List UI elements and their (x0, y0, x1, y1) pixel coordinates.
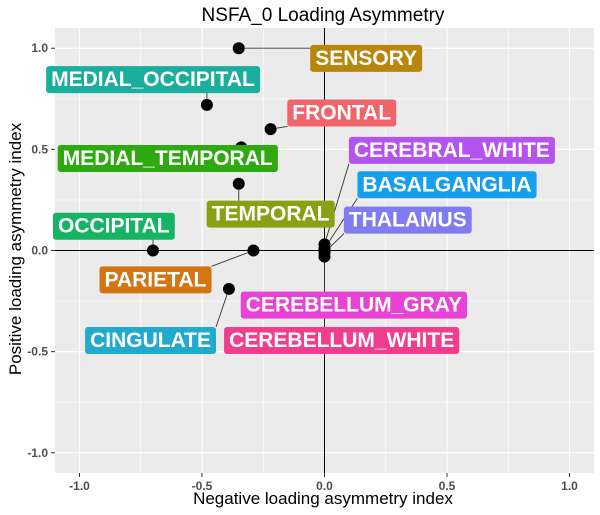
point-label-text: THALAMUS (349, 209, 467, 232)
point-label-box (46, 66, 261, 94)
label-connector (327, 198, 358, 244)
point-label-text: OCCIPITAL (58, 215, 170, 238)
point-label-text: MEDIAL_OCCIPITAL (51, 68, 255, 91)
y-tick-label: 0.5 (31, 142, 48, 156)
label-connector (215, 294, 228, 328)
data-point (232, 42, 245, 55)
point-labels: SENSORY MEDIAL_OCCIPITAL FRONTAL MEDIAL_TEM… (46, 44, 555, 354)
point-label-cingulate: CINGULATE (85, 327, 217, 354)
point-label-text: CEREBELLUM_WHITE (229, 329, 454, 352)
x-tick-label: 1.0 (561, 479, 578, 493)
point-label-text: CINGULATE (90, 329, 211, 352)
point-label-text: FRONTAL (292, 101, 391, 124)
point-label-box (85, 327, 217, 354)
point-label-basalganglia: BASALGANGLIA (357, 171, 537, 199)
point-label-box (99, 266, 212, 294)
data-point (232, 177, 245, 190)
x-axis-ticks: -1.0 -0.5 0.0 0.5 1.0 (69, 473, 578, 493)
point-label-box (357, 171, 537, 199)
point-label-box (348, 136, 555, 164)
data-point (264, 123, 277, 136)
data-point (318, 250, 331, 263)
point-label-box (343, 206, 472, 234)
point-label-sensory: SENSORY (310, 44, 423, 72)
point-label-cerebellum-gray: CEREBELLUM_GRAY (240, 291, 468, 319)
point-label-text: TEMPORAL (212, 203, 330, 226)
point-label-box (52, 212, 175, 240)
point-label-occipital: OCCIPITAL (52, 212, 175, 240)
y-tick-label: -0.5 (27, 345, 48, 359)
point-label-temporal: TEMPORAL (206, 200, 335, 228)
point-label-box (206, 200, 335, 228)
point-label-thalamus: THALAMUS (343, 206, 472, 234)
data-point (147, 244, 159, 257)
point-label-text: PARIETAL (105, 268, 207, 291)
point-label-medial-occipital: MEDIAL_OCCIPITAL (46, 66, 261, 94)
y-tick-label: 0.0 (31, 244, 48, 258)
point-label-text: CEREBRAL_WHITE (354, 139, 550, 162)
point-label-text: BASALGANGLIA (362, 173, 531, 196)
point-label-cerebral-white: CEREBRAL_WHITE (348, 136, 555, 164)
data-point (247, 244, 260, 257)
point-label-cerebellum-white: CEREBELLUM_WHITE (224, 327, 460, 354)
x-tick-label: 0.0 (316, 479, 333, 493)
point-label-frontal: FRONTAL (287, 99, 397, 127)
label-connector (211, 252, 248, 267)
point-label-parietal: PARIETAL (99, 266, 212, 294)
label-connector (328, 233, 345, 249)
label-connector (276, 125, 288, 129)
y-tick-label: 1.0 (31, 41, 48, 55)
point-label-text: CEREBELLUM_GRAY (246, 294, 462, 317)
point-label-text: SENSORY (315, 47, 417, 70)
point-label-text: MEDIAL_TEMPORAL (63, 147, 273, 170)
data-point (200, 98, 213, 111)
point-label-box (224, 327, 460, 354)
y-axis-ticks: -1.0 -0.5 0.0 0.5 1.0 (27, 41, 55, 460)
point-label-box (287, 99, 397, 127)
point-label-box (310, 44, 423, 72)
x-axis-title: Negative loading asymmetry index (193, 489, 453, 508)
x-tick-label: 0.5 (439, 479, 456, 493)
data-point (222, 282, 235, 295)
chart-title: NSFA_0 Loading Asymmetry (202, 5, 445, 26)
y-axis-title: Positive loading asymmetry index (6, 122, 25, 375)
point-label-box (240, 291, 468, 319)
y-tick-label: -1.0 (27, 446, 48, 460)
x-tick-label: -0.5 (192, 479, 213, 493)
point-label-medial-temporal: MEDIAL_TEMPORAL (57, 144, 278, 172)
x-tick-label: -1.0 (69, 479, 90, 493)
point-label-box (57, 144, 278, 172)
